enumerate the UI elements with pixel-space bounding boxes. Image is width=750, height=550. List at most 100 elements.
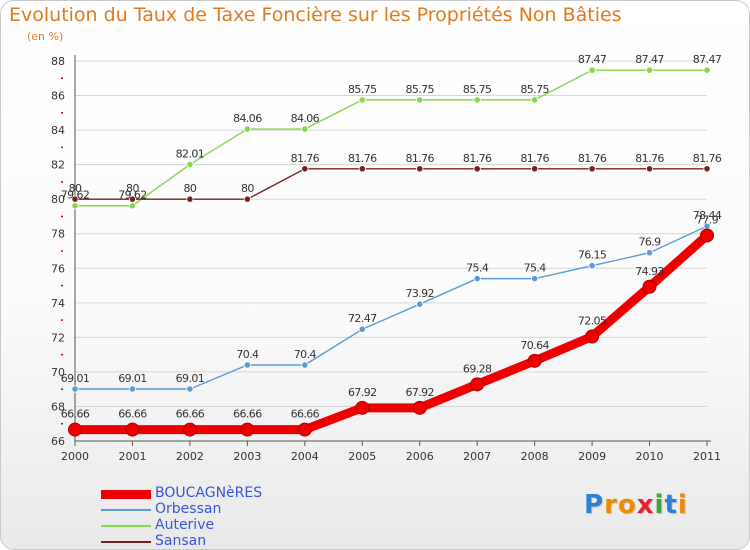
y-tick-label: 72 [51, 331, 65, 344]
logo-letter: i [677, 490, 688, 520]
proxiti-logo: Proxiti [584, 490, 688, 520]
y-tick-label: 86 [51, 90, 65, 103]
x-tick-label: 2010 [636, 450, 664, 463]
data-point [531, 165, 539, 173]
x-tick-label: 2002 [176, 450, 204, 463]
data-point [358, 165, 366, 173]
x-tick-label: 2001 [118, 450, 146, 463]
series-line [70, 230, 712, 435]
data-point [470, 377, 485, 392]
x-tick-label: 2005 [348, 450, 376, 463]
data-point [128, 202, 137, 210]
data-label: 80 [241, 182, 254, 195]
data-label: 80 [184, 182, 197, 195]
data-label: 66.66 [176, 408, 205, 421]
data-label: 81.76 [520, 152, 549, 165]
data-point [186, 195, 194, 203]
legend-label: Sansan [155, 533, 207, 549]
series-line [75, 225, 708, 390]
data-label: 87.47 [693, 53, 722, 66]
data-point [301, 125, 309, 133]
data-label: 72.05 [578, 315, 607, 328]
data-point [128, 385, 137, 393]
data-label: 75.4 [524, 262, 547, 275]
data-label: 69.28 [463, 362, 492, 375]
data-point [473, 96, 481, 104]
y-tick-label: 66 [51, 435, 65, 448]
legend-label: BOUCAGNèRES [155, 485, 263, 501]
series-auterive [71, 66, 711, 210]
data-label: 66.66 [291, 408, 320, 421]
data-point [71, 195, 79, 203]
legend-swatch [101, 489, 151, 499]
data-point [243, 125, 251, 133]
data-point [645, 165, 654, 173]
y-tick-label: 84 [51, 124, 65, 137]
data-label: 67.92 [348, 386, 377, 399]
data-label: 78.44 [693, 209, 722, 222]
data-point [645, 249, 654, 257]
legend-swatch [101, 541, 151, 543]
data-point [588, 66, 596, 74]
data-label: 67.92 [405, 386, 434, 399]
logo-letter: i [654, 490, 665, 520]
data-label: 81.76 [291, 152, 320, 165]
data-label: 79.62 [61, 189, 90, 202]
series-sansan [71, 165, 711, 203]
y-tick-label: 78 [51, 228, 65, 241]
series-lines [68, 66, 714, 437]
data-point [700, 228, 714, 243]
data-label: 72.47 [348, 312, 377, 325]
data-label: 66.66 [233, 408, 262, 421]
series-line [75, 168, 707, 200]
data-point [186, 385, 194, 393]
y-tick-label: 76 [51, 262, 65, 275]
data-label: 76.9 [638, 236, 661, 249]
y-tick-label: 68 [51, 400, 65, 413]
data-point [416, 165, 424, 173]
data-label: 66.66 [118, 408, 147, 421]
data-label: 85.75 [348, 83, 377, 96]
data-point [416, 96, 424, 104]
data-point [182, 422, 197, 437]
axes [61, 55, 711, 446]
logo-letter: t [664, 490, 678, 520]
logo-letter: P [584, 490, 605, 520]
y-tick-label: 70 [51, 366, 65, 379]
data-point [240, 422, 255, 437]
data-point [703, 66, 711, 74]
y-tick-label: 82 [51, 159, 65, 172]
data-label: 69.01 [118, 372, 147, 385]
data-point [125, 422, 140, 437]
data-point [588, 165, 596, 173]
data-point [531, 96, 539, 104]
data-point [301, 165, 309, 173]
series-boucagn-res [68, 228, 714, 437]
x-tick-label: 2008 [521, 450, 549, 463]
data-point [301, 361, 309, 369]
x-tick-label: 2011 [693, 450, 721, 463]
data-label: 69.01 [61, 372, 90, 385]
data-label: 69.01 [176, 372, 205, 385]
data-point [585, 329, 600, 344]
data-point [68, 422, 82, 437]
data-label: 84.06 [291, 112, 320, 125]
data-label: 81.76 [693, 152, 722, 165]
data-label: 66.66 [61, 408, 90, 421]
data-point [71, 385, 79, 393]
data-point [412, 400, 427, 415]
x-tick-label: 2006 [406, 450, 434, 463]
data-point [473, 275, 481, 283]
data-label: 84.06 [233, 112, 262, 125]
data-label: 70.4 [294, 348, 317, 361]
data-label: 81.76 [348, 152, 377, 165]
logo-letter: x [636, 490, 655, 520]
data-point [645, 66, 654, 74]
gridlines [75, 60, 707, 442]
data-point [703, 165, 711, 173]
data-label: 81.76 [635, 152, 664, 165]
data-label: 81.76 [578, 152, 607, 165]
logo-letter: r [604, 490, 618, 520]
x-tick-label: 2004 [291, 450, 319, 463]
data-label: 85.75 [405, 83, 434, 96]
